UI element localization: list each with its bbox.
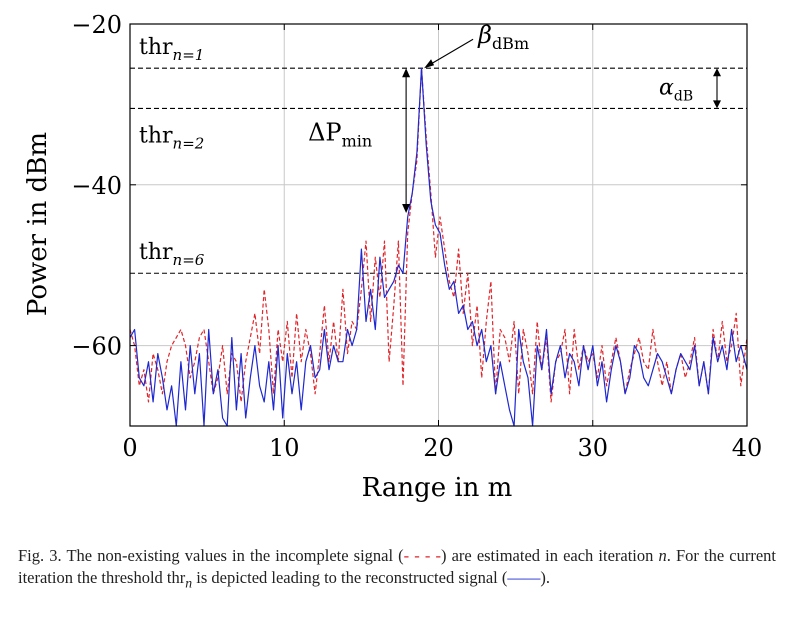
y-tick-label: −20 <box>71 11 122 39</box>
caption-text-5: ). <box>540 568 550 587</box>
series-reconstructed <box>129 67 748 427</box>
caption-text-1: The non-existing values in the incomplet… <box>66 546 404 565</box>
caption-iter-var: n <box>658 546 667 565</box>
axis-ticks: 0 10 20 30 40 −20 −40 −60 <box>71 11 762 462</box>
caption-text-3: . For the current iteration the threshol… <box>18 546 776 587</box>
alpha-arrow-head-bottom <box>713 100 721 109</box>
delta-p-label: ΔPmin <box>308 119 372 151</box>
y-tick-label: −60 <box>71 333 122 361</box>
caption-text-2: ) are estimated in each iteration <box>440 546 659 565</box>
beta-arrow-head <box>424 59 435 69</box>
caption-dashed-sample: - - - - <box>403 546 441 565</box>
beta-arrow-line <box>426 38 474 67</box>
x-tick-label: 0 <box>122 434 137 462</box>
caption-thr-sub: n <box>185 575 193 591</box>
x-tick-label: 30 <box>577 434 608 462</box>
x-tick-label: 20 <box>423 434 454 462</box>
alpha-arrow-head-top <box>713 68 721 77</box>
delta-arrow-head-top <box>402 68 411 78</box>
delta-arrow-head-bottom <box>402 203 411 213</box>
alpha-label: αdB <box>659 75 693 104</box>
threshold-label-n=6: thrn=6 <box>139 240 205 269</box>
threshold-label-n=2: thrn=2 <box>139 123 204 152</box>
threshold-label-n=1: thrn=1 <box>139 35 204 64</box>
power-range-chart: thrn=1 thrn=2 thrn=6 0 10 20 30 40 −20 −40 −60 βd… <box>23 11 762 503</box>
caption-text-4: is depicted leading to the reconstructed… <box>192 568 508 587</box>
beta-label: βdBm <box>477 21 529 53</box>
series-group <box>129 67 748 427</box>
figure-caption: Fig. 3. The non-existing values in the i… <box>18 545 776 594</box>
threshold-lines: thrn=1 thrn=2 thrn=6 <box>130 35 747 274</box>
caption-solid-sample: —— <box>507 568 541 587</box>
y-tick-label: −40 <box>71 172 122 200</box>
x-tick-label: 40 <box>732 434 763 462</box>
annotations: βdBm αdB ΔPmin <box>308 21 721 213</box>
y-axis-label: Power in dBm <box>23 132 53 316</box>
x-axis-label: Range in m <box>362 473 513 503</box>
caption-fig-label: Fig. 3. <box>18 546 62 565</box>
x-tick-label: 10 <box>269 434 300 462</box>
